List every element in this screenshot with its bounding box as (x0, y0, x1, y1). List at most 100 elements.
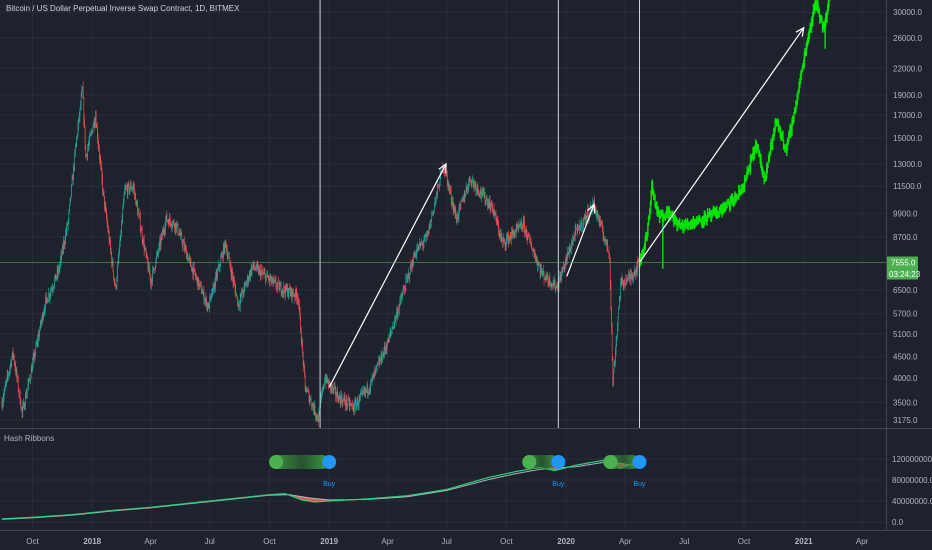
candle-body (211, 293, 212, 297)
candle-body (175, 222, 176, 230)
candle-body (129, 188, 131, 192)
candle-body (600, 222, 602, 226)
candle-body (21, 407, 23, 413)
candle-body (291, 289, 293, 298)
candle-body (68, 211, 70, 220)
candle-body (347, 404, 348, 406)
candle-body (34, 353, 35, 358)
candle-body (628, 274, 629, 276)
candle-body (197, 277, 199, 286)
candle-body (325, 379, 327, 384)
candle-body (57, 270, 59, 274)
candle-body (279, 285, 281, 291)
candle-body (193, 266, 195, 269)
price-tick-label: 26000.0 (893, 34, 922, 43)
candle-body (138, 213, 140, 215)
candle-body (12, 351, 13, 359)
price-tick-label: 5100.0 (893, 330, 918, 339)
candle-body (151, 279, 153, 282)
candle-body (40, 322, 42, 325)
candle-body (570, 249, 571, 252)
candle-body (345, 402, 346, 406)
candle-body (421, 243, 423, 244)
chart-title: Bitcoin / US Dollar Perpetual Inverse Sw… (6, 4, 240, 13)
candle-body (153, 267, 155, 269)
candle-body (83, 98, 85, 121)
candle-body (598, 217, 600, 224)
candle-body (537, 260, 538, 267)
candle-body (514, 233, 516, 238)
candle-body (506, 237, 508, 239)
candle-body (14, 363, 16, 368)
candle-body (43, 310, 45, 314)
candle-body (412, 265, 414, 267)
buy-label: Buy (323, 481, 336, 488)
candle-body (387, 339, 388, 346)
candle-body (266, 274, 268, 277)
candle-body (419, 243, 420, 246)
candle-body (74, 152, 76, 168)
candle-body (636, 266, 638, 272)
candle-body (296, 294, 298, 300)
candle-body (425, 235, 427, 237)
candle-body (227, 256, 229, 258)
candle-body (381, 353, 383, 361)
candle-body (287, 293, 289, 296)
projection-layer (638, 0, 831, 269)
candle-body (332, 385, 334, 390)
candle-body (31, 368, 33, 372)
candle-body (373, 375, 374, 379)
candle-body (447, 179, 449, 188)
candle-body (413, 255, 415, 258)
grid-lines (0, 0, 886, 528)
candle-body (556, 285, 558, 287)
candle-body (427, 230, 429, 236)
candle-body (490, 205, 492, 210)
candle-body (182, 242, 184, 247)
candle-body (555, 287, 557, 289)
candle-body (497, 220, 499, 225)
candle-body (332, 385, 333, 389)
candle-body (411, 262, 412, 269)
candle-body (30, 378, 31, 380)
candle-body (145, 248, 146, 250)
candle-body (49, 294, 51, 298)
candle-body (498, 224, 499, 233)
current-price-label: 7555.0 (891, 259, 916, 268)
candle-body (463, 195, 465, 202)
candle-body (371, 379, 372, 381)
time-tick-label: Apr (144, 537, 157, 546)
candle-body (308, 390, 309, 392)
candle-body (384, 346, 385, 354)
candle-body (637, 260, 638, 272)
candle-body (453, 206, 455, 210)
candle-body (378, 361, 380, 365)
candle-body (115, 285, 116, 287)
candle-body (476, 185, 478, 190)
candle-body (372, 375, 373, 378)
candle-body (300, 332, 302, 343)
candle-body (286, 287, 288, 290)
candle-body (448, 184, 450, 190)
candle-body (58, 268, 59, 274)
candle-body (158, 244, 160, 252)
candle-body (315, 415, 317, 417)
candle-body (489, 200, 490, 208)
candle-body (78, 117, 80, 118)
candle-body (524, 222, 525, 233)
candle-body (273, 278, 275, 281)
candle-body (315, 414, 316, 416)
candle-body (164, 229, 166, 232)
candle-body (269, 276, 271, 281)
candle-body (420, 243, 422, 247)
candle-body (181, 234, 183, 242)
candle-body (552, 283, 553, 285)
candle-body (69, 204, 70, 212)
candle-body (108, 232, 110, 243)
current-price-badge (887, 256, 918, 269)
candle-body (626, 280, 628, 284)
candle-body (418, 245, 420, 251)
candle-body (439, 174, 441, 186)
candle-body (90, 132, 92, 135)
